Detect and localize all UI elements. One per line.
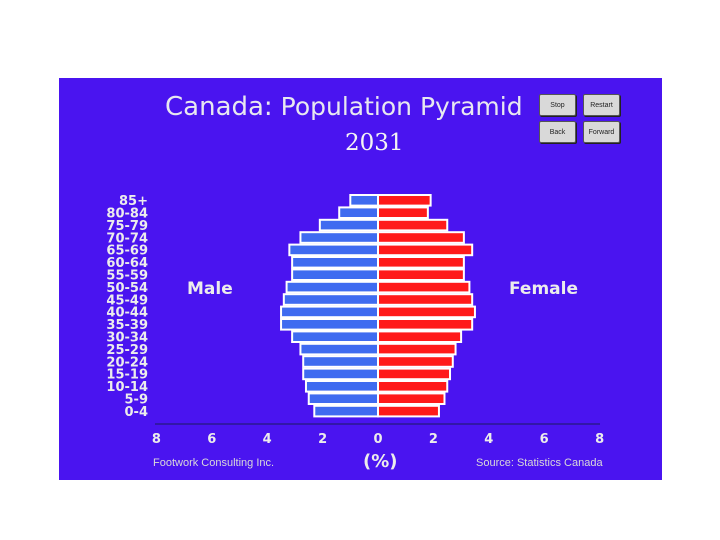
male-bar: [299, 342, 379, 356]
female-bar: [377, 293, 474, 306]
age-group-label: 45-49: [106, 293, 148, 308]
stop-button[interactable]: Stop: [539, 94, 576, 116]
female-bar: [377, 392, 446, 405]
x-tick-label: 2: [429, 432, 438, 447]
male-bar: [291, 330, 380, 343]
female-bar: [377, 218, 449, 232]
female-bar: [377, 355, 454, 368]
female-bar: [377, 330, 463, 343]
age-group-label: 35-39: [106, 318, 148, 333]
male-bar: [288, 243, 379, 257]
age-group-label: 70-74: [106, 231, 148, 246]
male-bar: [280, 318, 379, 331]
male-bar: [280, 305, 379, 319]
back-button[interactable]: Back: [539, 121, 576, 143]
x-tick-label: 8: [152, 432, 161, 447]
male-bar: [304, 380, 380, 393]
age-group-label: 10-14: [106, 380, 148, 395]
credit-right: Source: Statistics Canada: [476, 457, 603, 469]
x-tick-label: 0: [373, 432, 382, 447]
female-bar: [377, 243, 474, 257]
female-bar: [377, 256, 465, 269]
forward-button[interactable]: Forward: [583, 121, 620, 143]
age-group-label: 25-29: [106, 343, 148, 358]
male-bar: [302, 355, 379, 368]
female-bar: [377, 268, 465, 281]
female-label: Female: [509, 279, 578, 299]
x-tick-label: 4: [263, 432, 272, 447]
x-tick-label: 8: [595, 432, 604, 447]
age-group-label: 0-4: [125, 405, 149, 420]
title-country: Canada:: [165, 92, 273, 122]
male-bar: [299, 231, 379, 244]
male-bar: [282, 293, 380, 306]
chart-title: Canada: Population Pyramid: [165, 92, 523, 122]
age-group-label: 65-69: [106, 244, 148, 259]
x-tick-label: 6: [207, 432, 216, 447]
x-axis-label: (%): [363, 451, 398, 472]
age-group-label: 75-79: [106, 219, 148, 234]
age-group-label: 50-54: [106, 281, 148, 296]
age-group-label: 5-9: [125, 393, 149, 408]
year-label: 2031: [345, 130, 404, 156]
male-bar: [338, 206, 379, 219]
female-bar: [377, 206, 429, 219]
x-tick-label: 6: [540, 432, 549, 447]
title-rest: Population Pyramid: [272, 92, 523, 121]
male-bar: [285, 280, 379, 294]
female-bar: [377, 404, 440, 418]
male-bar: [318, 218, 379, 232]
male-bar: [313, 404, 380, 418]
female-bar: [377, 367, 452, 381]
age-group-label: 85+: [119, 194, 148, 209]
female-bar: [377, 194, 432, 207]
credit-left: Footwork Consulting Inc.: [153, 457, 275, 469]
age-group-label: 20-24: [106, 355, 148, 370]
age-group-label: 60-64: [106, 256, 148, 271]
female-bar: [377, 318, 474, 331]
female-bar: [377, 305, 476, 319]
x-tick-label: 4: [484, 432, 493, 447]
female-bar: [377, 342, 457, 356]
male-bar: [302, 367, 379, 381]
age-group-label: 80-84: [106, 207, 148, 222]
female-bar: [377, 380, 449, 393]
female-bar: [377, 231, 465, 244]
age-group-label: 30-34: [106, 331, 148, 346]
male-bar: [307, 392, 379, 405]
age-group-label: 40-44: [106, 306, 148, 321]
male-bar: [349, 194, 379, 207]
age-group-label: 15-19: [106, 368, 148, 383]
x-tick-label: 2: [318, 432, 327, 447]
male-bar: [291, 256, 380, 269]
restart-button[interactable]: Restart: [583, 94, 620, 116]
age-group-label: 55-59: [106, 269, 148, 284]
male-label: Male: [187, 279, 233, 299]
female-bar: [377, 280, 471, 294]
male-bar: [291, 268, 380, 281]
